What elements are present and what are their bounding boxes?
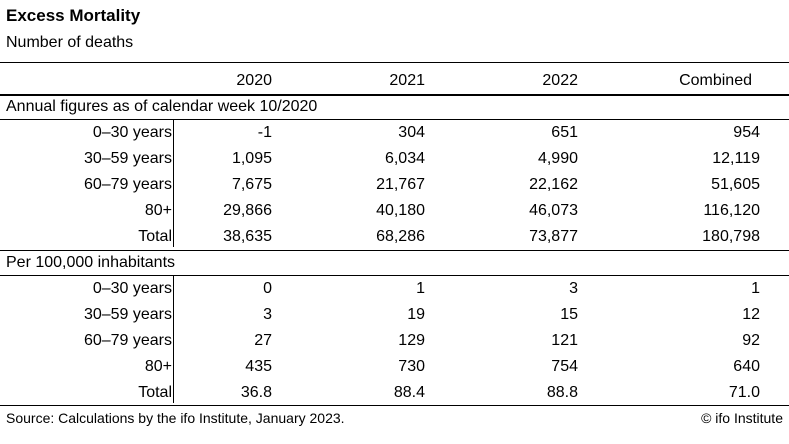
- source-note: Source: Calculations by the ifo Institut…: [6, 410, 345, 426]
- cell-2022: 121: [551, 332, 578, 349]
- cell-combined: 92: [742, 332, 760, 349]
- cell-2022: 4,990: [537, 150, 578, 167]
- section-title-annual: Annual figures as of calendar week 10/20…: [6, 98, 318, 115]
- cell-2020: 36.8: [240, 384, 272, 401]
- cell-2020: 3: [263, 306, 272, 323]
- cell-combined: 12,119: [712, 150, 760, 167]
- cell-2022: 3: [569, 280, 578, 297]
- cell-2020: -1: [257, 124, 272, 141]
- cell-2021: 40,180: [376, 202, 425, 219]
- cell-2021: 88.4: [393, 384, 425, 401]
- row-label: 0–30 years: [92, 124, 172, 141]
- label-divider-per-capita: [173, 276, 174, 403]
- column-header-2021: 2021: [389, 72, 425, 89]
- row-label: 30–59 years: [83, 306, 172, 323]
- table-row: 80+ 435 730 754 640: [0, 354, 789, 380]
- cell-combined: 12: [742, 306, 760, 323]
- row-label: 80+: [144, 358, 172, 375]
- cell-2021: 21,767: [376, 176, 425, 193]
- top-rule: [0, 62, 789, 63]
- cell-2022: 22,162: [529, 176, 578, 193]
- cell-2022: 754: [551, 358, 578, 375]
- cell-2020: 29,866: [223, 202, 272, 219]
- cell-2021: 1: [416, 280, 425, 297]
- row-label: 60–79 years: [83, 176, 172, 193]
- table-row: 0–30 years 0 1 3 1: [0, 276, 789, 302]
- cell-2020: 1,095: [231, 150, 272, 167]
- cell-combined: 180,798: [702, 228, 760, 245]
- cell-combined: 51,605: [711, 176, 760, 193]
- table-row: 30–59 years 1,095 6,034 4,990 12,119: [0, 146, 789, 172]
- row-label: Total: [138, 228, 172, 245]
- cell-combined: 954: [733, 124, 760, 141]
- cell-2022: 15: [560, 306, 578, 323]
- column-header-2020: 2020: [236, 72, 272, 89]
- cell-2020: 7,675: [231, 176, 272, 193]
- table-row: 60–79 years 7,675 21,767 22,162 51,605: [0, 172, 789, 198]
- cell-2022: 88.8: [546, 384, 578, 401]
- copyright-note: © ifo Institute: [701, 410, 783, 426]
- header-row: 2020 2021 2022 Combined: [0, 68, 789, 94]
- cell-2021: 129: [398, 332, 425, 349]
- row-label: 60–79 years: [83, 332, 172, 349]
- cell-2022: 73,877: [529, 228, 578, 245]
- cell-2021: 68,286: [376, 228, 425, 245]
- label-divider-annual: [173, 120, 174, 247]
- table-row: 0–30 years -1 304 651 954: [0, 120, 789, 146]
- row-label: Total: [138, 384, 172, 401]
- table-row: Total 38,635 68,286 73,877 180,798: [0, 224, 789, 250]
- cell-combined: 71.0: [728, 384, 760, 401]
- cell-2020: 435: [245, 358, 272, 375]
- cell-combined: 1: [751, 280, 760, 297]
- table-row: 30–59 years 3 19 15 12: [0, 302, 789, 328]
- row-label: 30–59 years: [83, 150, 172, 167]
- section-title-per-capita: Per 100,000 inhabitants: [6, 254, 176, 271]
- column-header-combined: Combined: [679, 72, 752, 89]
- cell-2021: 730: [398, 358, 425, 375]
- table-row: 80+ 29,866 40,180 46,073 116,120: [0, 198, 789, 224]
- cell-2020: 27: [254, 332, 272, 349]
- cell-2022: 651: [551, 124, 578, 141]
- table-row: Total 36.8 88.4 88.8 71.0: [0, 380, 789, 406]
- table-subtitle: Number of deaths: [6, 34, 134, 51]
- cell-2020: 38,635: [223, 228, 272, 245]
- cell-2020: 0: [263, 280, 272, 297]
- section-rule-per-capita: [0, 275, 789, 276]
- cell-combined: 116,120: [703, 202, 760, 219]
- section-divider-rule: [0, 250, 789, 251]
- table-title: Excess Mortality: [6, 6, 141, 25]
- cell-2022: 46,073: [529, 202, 578, 219]
- bottom-rule: [0, 405, 789, 406]
- row-label: 0–30 years: [92, 280, 172, 297]
- cell-2021: 304: [398, 124, 425, 141]
- section-rule-annual: [0, 119, 789, 120]
- row-label: 80+: [144, 202, 172, 219]
- cell-2021: 19: [407, 306, 425, 323]
- cell-2021: 6,034: [384, 150, 425, 167]
- column-header-2022: 2022: [542, 72, 578, 89]
- table-row: 60–79 years 27 129 121 92: [0, 328, 789, 354]
- cell-combined: 640: [733, 358, 760, 375]
- header-rule: [0, 94, 789, 96]
